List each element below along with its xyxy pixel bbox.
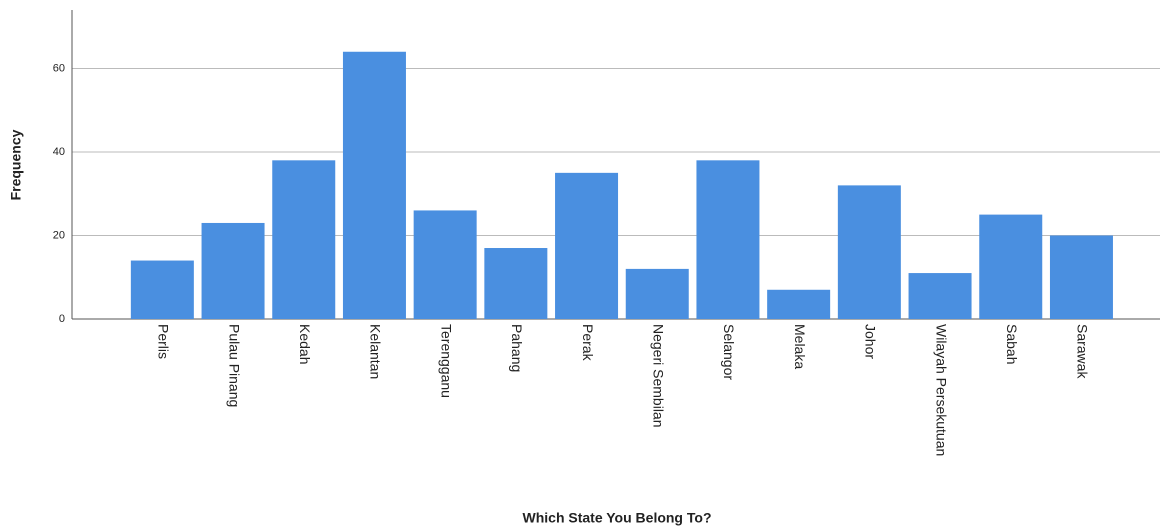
- bar: [979, 214, 1043, 319]
- x-tick-label: Perlis: [156, 324, 172, 359]
- y-tick-label: 0: [59, 313, 65, 325]
- y-axis-title: Frequency: [8, 129, 24, 200]
- bar: [767, 289, 831, 319]
- y-tick-label: 60: [53, 62, 65, 74]
- x-tick-label: Selangor: [721, 324, 737, 380]
- x-tick-label: Sabah: [1004, 324, 1020, 364]
- x-tick-label: Kelantan: [368, 324, 384, 379]
- x-tick-label: Kedah: [297, 324, 313, 364]
- bar: [625, 268, 689, 319]
- bar: [130, 260, 194, 319]
- x-tick-label: Melaka: [792, 324, 808, 369]
- x-tick-label: Pahang: [509, 324, 525, 372]
- bar: [342, 51, 406, 320]
- bar: [837, 185, 901, 319]
- bar: [1049, 235, 1113, 319]
- y-tick-label: 20: [53, 229, 65, 241]
- x-tick-label: Perak: [580, 324, 596, 362]
- x-tick-label: Terengganu: [438, 324, 454, 398]
- y-tick-label: 40: [53, 146, 65, 158]
- bar: [908, 273, 972, 319]
- bar: [555, 172, 619, 319]
- x-tick-label: Negeri Sembilan: [651, 324, 667, 428]
- x-tick-label: Pulau Pinang: [226, 324, 242, 407]
- bar: [484, 248, 548, 319]
- bar: [272, 160, 336, 319]
- bar: [696, 160, 760, 319]
- bar: [413, 210, 477, 319]
- bar: [201, 222, 265, 319]
- x-tick-label: Sarawak: [1075, 324, 1091, 379]
- x-tick-label: Johor: [863, 324, 879, 359]
- x-tick-label: Wilayah Persekutuan: [933, 324, 949, 456]
- x-axis-title: Which State You Belong To?: [523, 510, 712, 526]
